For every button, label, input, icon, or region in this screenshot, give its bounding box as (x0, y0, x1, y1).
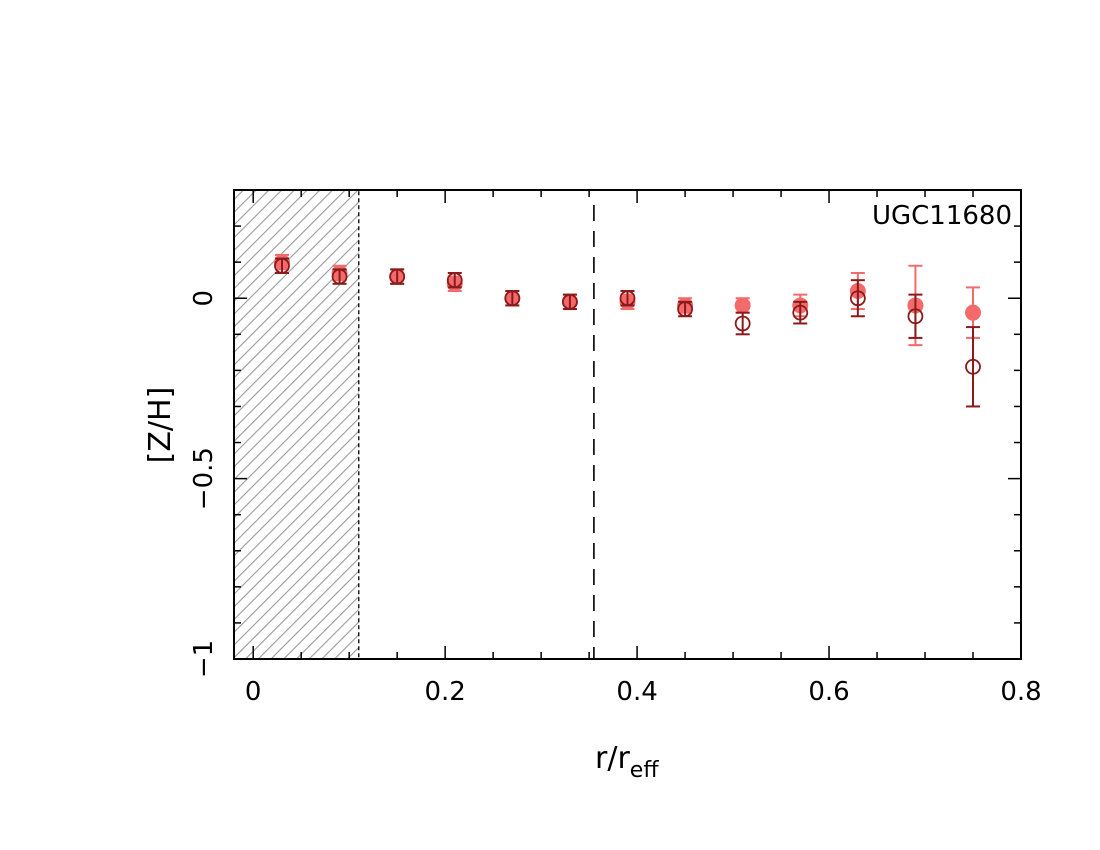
open-point (504, 290, 521, 307)
open-point (274, 257, 290, 274)
marker-open (331, 268, 348, 285)
x-axis-title-main: r/r (595, 741, 630, 776)
open-point (446, 271, 463, 289)
marker-open (274, 257, 290, 274)
x-tick-label: 0.4 (616, 677, 657, 707)
shaded-region (234, 190, 359, 659)
open-point (389, 268, 406, 285)
marker-open (389, 268, 406, 285)
open-point (734, 311, 751, 336)
marker-open (446, 272, 463, 289)
open-point (562, 293, 578, 311)
x-tick-label: 0 (245, 677, 262, 707)
chart-annotation: UGC11680 (872, 201, 1012, 231)
axis-ticks: 0 0.2 0.4 0.6 0.8 0 −0.5 −1 (189, 189, 1042, 707)
open-point (619, 290, 636, 307)
y-axis-title: [Z/H] (143, 387, 178, 464)
marker-open (677, 301, 693, 317)
open-point (907, 293, 924, 339)
x-tick-label: 0.2 (424, 677, 465, 707)
open-point (677, 300, 693, 318)
marker-open (792, 304, 809, 321)
open-point (965, 326, 981, 408)
x-axis-title: r/reff (595, 741, 659, 783)
open-point (331, 268, 348, 285)
marker-open (562, 293, 578, 310)
marker-open (849, 290, 866, 307)
marker-open (504, 290, 521, 307)
marker-filled (734, 297, 751, 314)
open-point (849, 279, 866, 318)
marker-filled (965, 304, 982, 321)
x-tick-label: 0.6 (808, 677, 849, 707)
open-point (792, 300, 809, 325)
data-points (273, 253, 982, 408)
y-tick-label: −1 (189, 640, 219, 678)
x-tick-label: 0.8 (1000, 677, 1041, 707)
plot-frame (233, 189, 1022, 660)
y-tick-label: −0.5 (189, 447, 219, 510)
marker-open (734, 315, 751, 332)
marker-open (965, 358, 981, 375)
marker-open (907, 308, 924, 325)
marker-open (619, 290, 636, 307)
y-tick-label: 0 (189, 290, 219, 307)
filled-point (734, 297, 751, 314)
x-axis-title-subscript: eff (630, 758, 660, 783)
